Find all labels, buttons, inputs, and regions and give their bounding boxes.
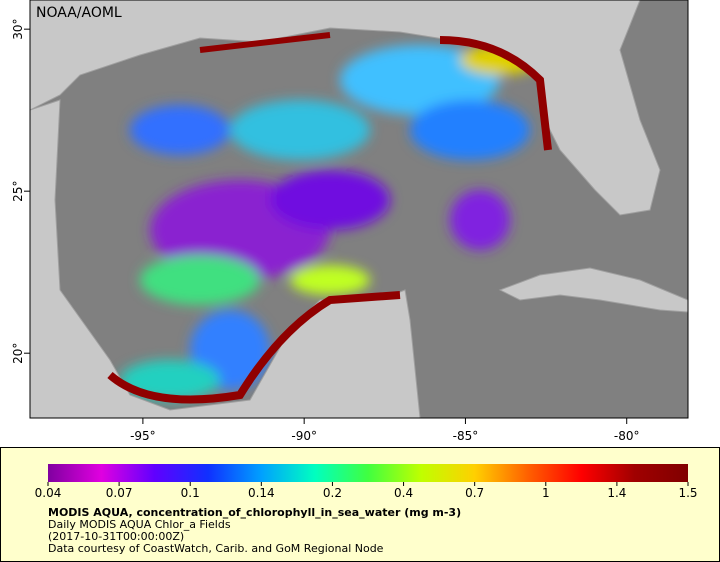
colorbar-tick-label: 0.7 [465,486,484,500]
map: NOAA/AOML [30,0,688,418]
y-tick-label: 20° [11,343,25,364]
colorbar-tick-label: 0.2 [323,486,342,500]
land-cuba [498,267,688,313]
colorbar-tick-label: 1.5 [678,486,697,500]
caption-line: (2017-10-31T00:00:00Z) [48,530,184,543]
map-frame [29,0,689,419]
coastal-band [439,36,552,151]
colorbar-tick-label: 0.07 [106,486,133,500]
caption-line: Daily MODIS AQUA Chlor_a Fields [48,518,231,531]
x-tick-label: -95° [130,429,156,443]
y-tick-label: 30° [11,19,25,40]
y-tick-label: 25° [11,181,25,202]
land-mexico [30,99,421,418]
colorbar-tick-label: 1 [542,486,550,500]
coastal-band [199,32,331,53]
colorbar-tick-label: 0.04 [35,486,62,500]
colorbar-tick-label: 0.14 [248,486,275,500]
colorbar-tick-label: 0.1 [181,486,200,500]
x-tick-label: -90° [291,429,317,443]
caption-title: MODIS AQUA, concentration_of_chlorophyll… [48,506,461,519]
coastal-band [107,291,401,404]
x-tick-label: -85° [453,429,479,443]
colorbar [48,464,688,482]
caption-line: Data courtesy of CoastWatch, Carib. and … [48,542,384,555]
credit: NOAA/AOML [36,5,122,21]
colorbar-tick-label: 1.4 [607,486,626,500]
colorbar-tick-label: 0.4 [394,486,413,500]
x-tick-label: -80° [614,429,640,443]
